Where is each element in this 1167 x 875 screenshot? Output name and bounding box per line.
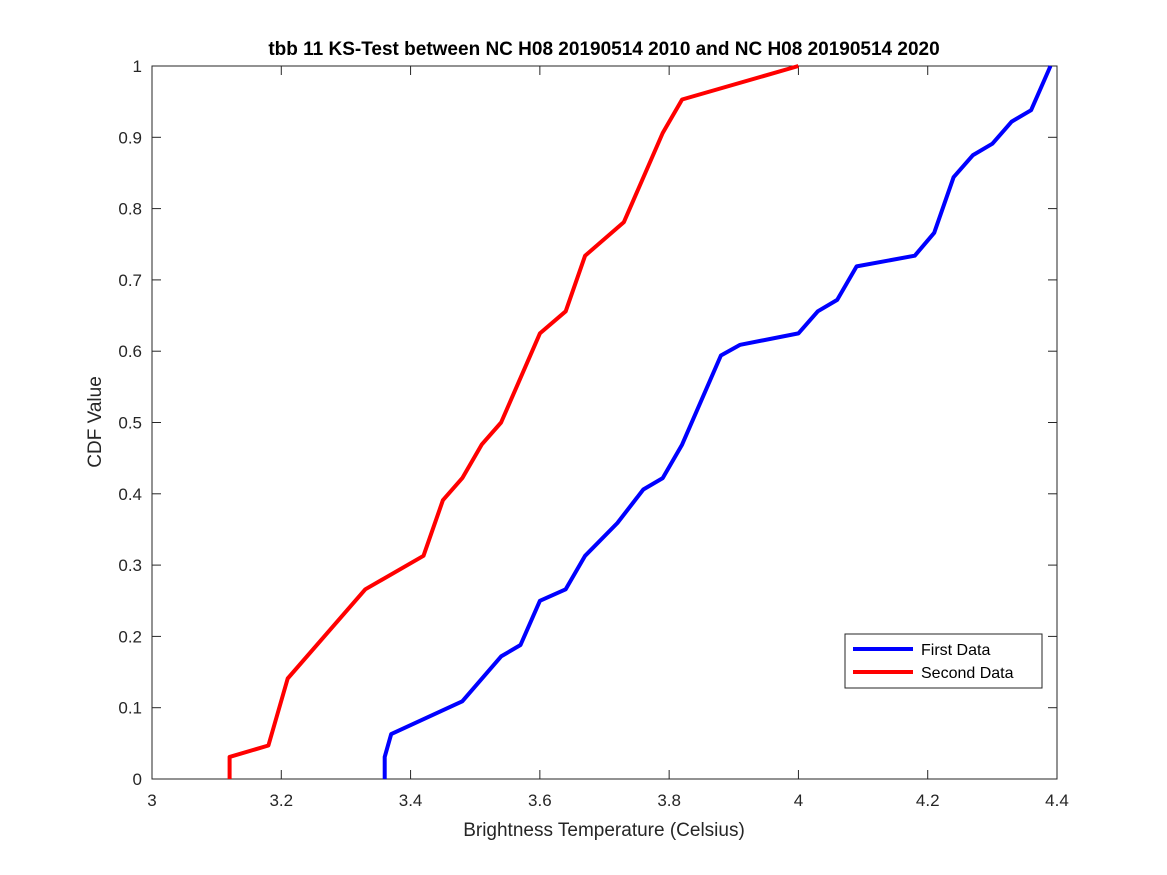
- legend: First Data Second Data: [844, 633, 1043, 689]
- x-tick-label: 3.2: [269, 791, 293, 810]
- series-lines: [227, 64, 1053, 779]
- x-tick-label: 3.8: [657, 791, 681, 810]
- y-tick-label: 0.7: [118, 271, 142, 290]
- chart-title: tbb 11 KS-Test between NC H08 20190514 2…: [268, 39, 939, 60]
- y-tick-label: 0.4: [118, 485, 142, 504]
- y-tick-label: 0.5: [118, 414, 142, 433]
- axis-ticks: [151, 65, 1058, 780]
- y-tick-label: 0: [133, 770, 142, 789]
- y-tick-labels: 0 0.1 0.2 0.3 0.4 0.5 0.6 0.7 0.8 0.9 1: [118, 57, 142, 789]
- x-tick-label: 4.4: [1045, 791, 1069, 810]
- series-line-first-data: [382, 65, 1053, 779]
- series-line-second-data: [227, 64, 799, 779]
- x-tick-label: 3.6: [528, 791, 552, 810]
- x-tick-labels: 3 3.2 3.4 3.6 3.8 4 4.2 4.4: [147, 791, 1069, 810]
- y-tick-label: 0.3: [118, 556, 142, 575]
- legend-box: [844, 633, 1043, 689]
- x-axis-title: Brightness Temperature (Celsius): [463, 820, 745, 841]
- y-tick-label: 1: [133, 57, 142, 76]
- legend-label-first-data: First Data: [921, 642, 990, 659]
- y-axis-title: CDF Value: [85, 376, 106, 468]
- x-tick-label: 3.4: [399, 791, 423, 810]
- y-tick-label: 0.6: [118, 342, 142, 361]
- y-tick-label: 0.9: [118, 128, 142, 147]
- x-tick-label: 3: [147, 791, 156, 810]
- x-tick-label: 4.2: [916, 791, 940, 810]
- legend-label-second-data: Second Data: [921, 665, 1014, 682]
- y-tick-label: 0.8: [118, 200, 142, 219]
- y-tick-label: 0.2: [118, 627, 142, 646]
- x-tick-label: 4: [794, 791, 803, 810]
- y-tick-label: 0.1: [118, 699, 142, 718]
